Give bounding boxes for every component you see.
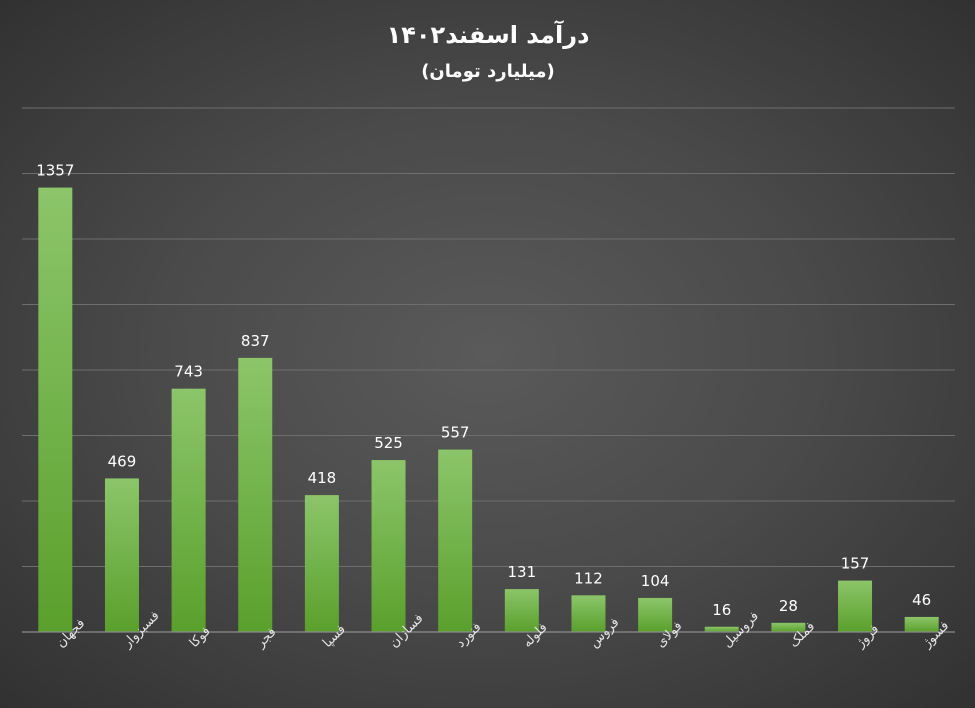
value-labels: 1357 469 743 837 418 525 557 131 112 104 16 28 157 46 (36, 162, 931, 619)
value-label: 743 (174, 363, 203, 381)
value-label: 46 (912, 591, 931, 609)
value-label: 28 (779, 597, 798, 615)
chart-title: درآمد اسفند۱۴۰۲ (387, 20, 590, 49)
value-label: 418 (308, 469, 337, 487)
value-label: 837 (241, 332, 270, 350)
bar (371, 460, 406, 632)
bar (104, 478, 139, 632)
bar (838, 580, 873, 632)
value-label: 104 (641, 572, 670, 590)
chart-subtitle: (میلیارد تومان) (421, 61, 555, 82)
value-label: 157 (841, 555, 870, 573)
bar (304, 495, 339, 632)
bars (38, 187, 939, 632)
value-label: 131 (508, 563, 537, 581)
value-label: 16 (712, 601, 731, 619)
value-label: 112 (574, 569, 603, 587)
value-label: 469 (108, 452, 137, 470)
bar (704, 626, 739, 632)
bar (238, 357, 273, 632)
bar (171, 388, 206, 632)
bar (571, 595, 606, 632)
bar (638, 597, 673, 632)
gridlines (22, 107, 955, 567)
value-label: 557 (441, 424, 470, 442)
bar (904, 616, 939, 632)
bar (438, 449, 473, 632)
value-label: 525 (374, 434, 403, 452)
bar (771, 622, 806, 632)
value-label: 1357 (36, 162, 74, 180)
bar (504, 589, 539, 632)
bar (38, 187, 73, 632)
